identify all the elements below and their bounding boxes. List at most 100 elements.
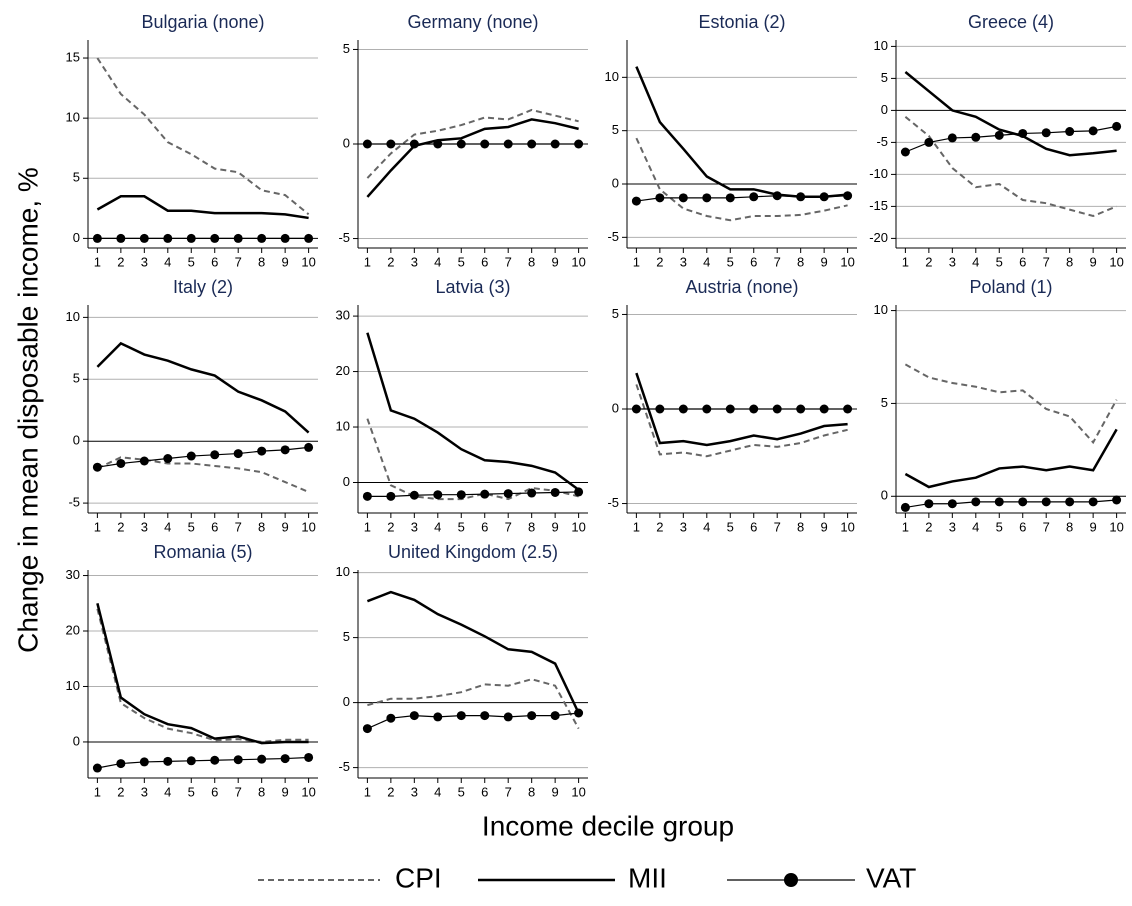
series-line [635,66,848,199]
panel-title: United Kingdom (2.5) [388,542,558,562]
series-marker [257,446,267,456]
series-marker [1065,497,1075,507]
y-tick-label: 15 [66,49,80,64]
x-tick-label: 2 [117,519,124,534]
x-tick-label: 7 [1043,254,1050,269]
series-marker [725,404,735,414]
y-tick-label: 10 [874,38,888,53]
x-tick-label: 6 [211,519,218,534]
x-tick-label: 1 [364,519,371,534]
x-tick-label: 6 [211,254,218,269]
y-tick-label: 0 [881,102,888,117]
series-line [96,456,310,493]
series-marker [947,133,957,143]
x-tick-label: 10 [301,254,315,269]
x-tick-label: 5 [458,519,465,534]
series-marker [210,233,220,243]
x-tick-label: 1 [94,254,101,269]
x-tick-label: 7 [505,519,512,534]
x-tick-label: 9 [821,519,828,534]
y-tick-label: -5 [68,495,80,510]
series-line [366,108,579,179]
x-tick-label: 3 [680,254,687,269]
y-tick-label: 10 [66,678,80,693]
y-tick-label: -20 [869,230,888,245]
series-marker [233,233,243,243]
x-tick-label: 4 [703,519,710,534]
y-tick-label: 5 [881,70,888,85]
series-marker [92,233,102,243]
series-marker [116,759,126,769]
y-tick-label: 10 [336,564,350,579]
series-line [96,57,310,216]
series-marker [433,712,443,722]
series-marker [772,404,782,414]
series-marker [386,713,396,723]
series-marker [1018,128,1028,138]
series-marker [819,192,829,202]
panel-title: Estonia (2) [698,12,785,32]
legend-label: VAT [866,862,916,893]
x-tick-label: 2 [117,784,124,799]
x-tick-label: 3 [949,519,956,534]
series-line [635,137,848,222]
series-marker [678,404,688,414]
series-marker [409,711,419,721]
x-tick-label: 9 [282,519,289,534]
series-marker [480,489,490,499]
x-tick-label: 5 [996,519,1003,534]
x-tick-label: 6 [481,519,488,534]
y-tick-label: 5 [343,41,350,56]
series-marker [702,404,712,414]
series-marker [280,754,290,764]
y-tick-label: 0 [343,474,350,489]
series-marker [655,404,665,414]
series-marker [1088,126,1098,136]
y-tick-label: 30 [66,567,80,582]
panel-title: Bulgaria (none) [141,12,264,32]
series-line [904,363,1118,445]
series-marker [971,132,981,142]
y-tick-label: 0 [73,433,80,448]
x-tick-label: 10 [840,254,854,269]
series-marker [1041,497,1051,507]
x-tick-label: 8 [258,254,265,269]
x-tick-label: 6 [481,254,488,269]
x-tick-label: 8 [258,519,265,534]
series-line [96,195,309,220]
panel-title: Latvia (3) [435,277,510,297]
series-marker [924,499,934,509]
series-marker [725,193,735,203]
series-marker [210,755,220,765]
series-marker [362,724,372,734]
series-marker [480,711,490,721]
series-marker [480,139,490,149]
x-tick-label: 9 [1090,254,1097,269]
x-tick-label: 10 [571,254,585,269]
x-tick-label: 8 [258,784,265,799]
x-tick-label: 4 [434,519,441,534]
series-line [367,678,580,730]
series-marker [994,130,1004,140]
series-line [635,372,848,447]
y-tick-label: 30 [336,308,350,323]
series-marker [900,502,910,512]
series-marker [503,139,513,149]
series-line [97,756,309,769]
series-marker [550,711,560,721]
x-tick-label: 10 [571,519,585,534]
x-tick-label: 10 [571,784,585,799]
legend-marker [784,873,798,887]
series-marker [116,458,126,468]
series-marker [574,487,584,497]
series-marker [527,139,537,149]
series-marker [655,193,665,203]
y-tick-label: 10 [336,418,350,433]
series-marker [574,139,584,149]
series-marker [947,499,957,509]
series-marker [796,404,806,414]
x-tick-label: 5 [727,519,734,534]
series-marker [433,139,443,149]
series-marker [749,192,759,202]
